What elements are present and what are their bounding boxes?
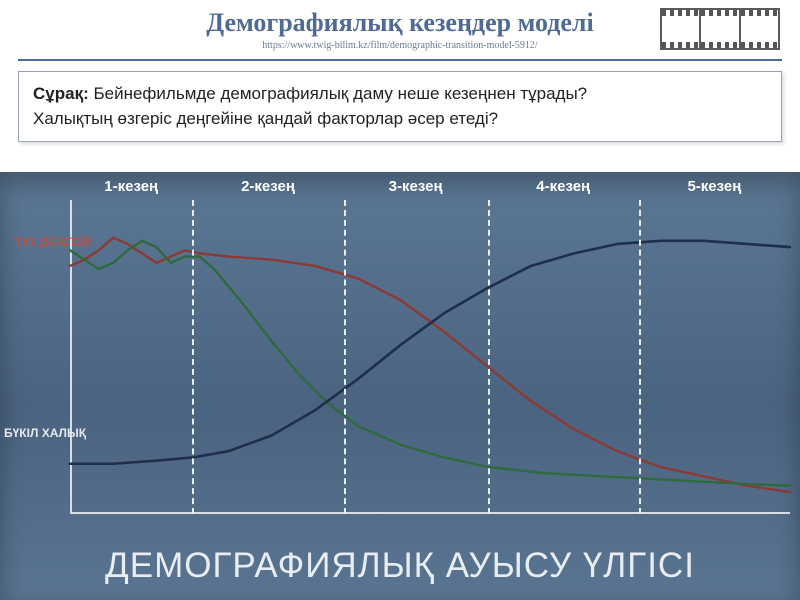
stage-label-1: 1-кезең [104,178,158,195]
question-line1: Бейнефильмде демографиялық даму неше кез… [93,84,587,103]
stage-label-2: 2-кезең [241,178,295,195]
question-label: Сұрақ: [33,84,89,103]
stage-label-5: 5-кезең [687,178,741,195]
stage-divider-2 [344,200,346,514]
question-line2: Халықтың өзгеріс деңгейіне қандай фактор… [33,109,498,128]
chart-footer-title: ДЕМОГРАФИЯЛЫҚ АУЫСУ ҮЛГІСІ [0,546,800,586]
series-label-birth_rate: ТУУ ДЕҢГЕЙІ [14,235,92,249]
stage-divider-3 [488,200,490,514]
stage-divider-1 [192,200,194,514]
stage-divider-4 [639,200,641,514]
stage-label-4: 4-кезең [536,178,590,195]
filmstrip-icon [660,8,780,50]
series-total_population [70,241,790,464]
chart-area: 1-кезең 2-кезең 3-кезең 4-кезең 5-кезең ТУУ … [0,172,800,600]
header-divider [18,59,782,61]
stage-label-3: 3-кезең [389,178,443,195]
series-label-total_population: БҮКІЛ ХАЛЫҚ [4,426,86,440]
chart-svg [70,200,790,514]
question-box: Сұрақ: Бейнефильмде демографиялық даму н… [18,71,782,142]
series-death_rate [70,241,790,486]
